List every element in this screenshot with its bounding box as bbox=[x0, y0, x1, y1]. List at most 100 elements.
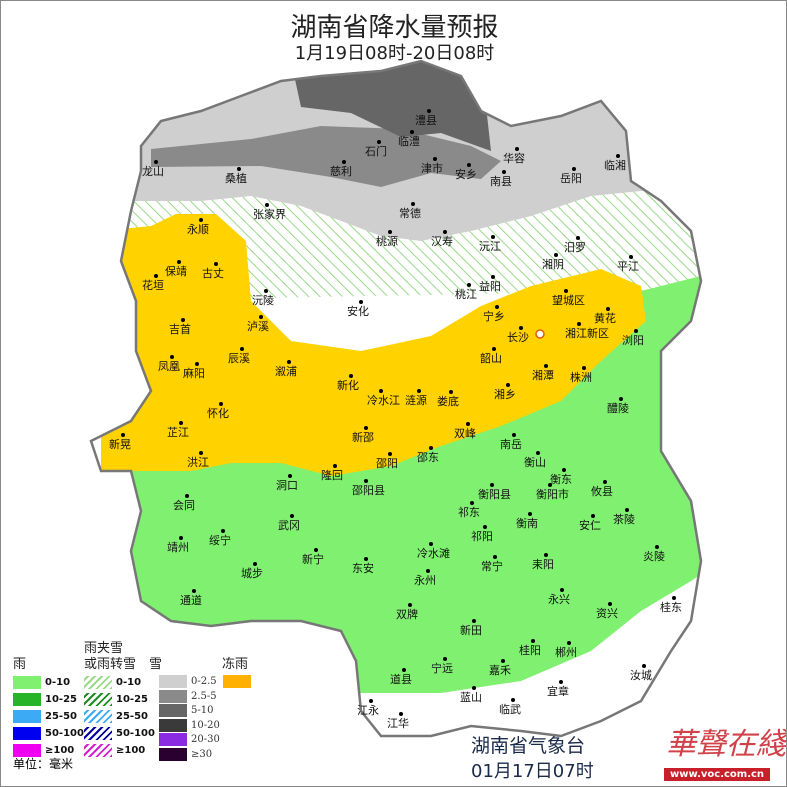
legend-freezing-title: 冻雨 bbox=[222, 657, 249, 672]
city-dot bbox=[562, 468, 566, 472]
city-dot bbox=[359, 300, 363, 304]
city-dot bbox=[349, 374, 353, 378]
city-label: 东安 bbox=[352, 562, 374, 575]
legend-swatch bbox=[159, 733, 187, 746]
legend-swatch bbox=[159, 747, 187, 761]
legend-rain-title: 雨 bbox=[13, 657, 27, 672]
city-label: 吉首 bbox=[169, 323, 191, 336]
city-dot bbox=[411, 202, 415, 206]
city-dot bbox=[495, 305, 499, 309]
city-dot bbox=[544, 553, 548, 557]
city-label: 衡阳市 bbox=[536, 488, 569, 501]
city-dot bbox=[408, 603, 412, 607]
city-label: 湘乡 bbox=[494, 388, 516, 401]
city-label: 茶陵 bbox=[613, 513, 635, 526]
city-label: 邵东 bbox=[417, 451, 439, 464]
city-dot bbox=[493, 555, 497, 559]
city-label: 韶山 bbox=[480, 352, 502, 365]
city-label: 岳阳 bbox=[560, 172, 582, 185]
city-label: 慈利 bbox=[330, 165, 352, 178]
legend-label: 2.5-5 bbox=[191, 690, 217, 702]
city-dot bbox=[253, 562, 257, 566]
city-label: 宜章 bbox=[547, 685, 569, 698]
city-dot bbox=[531, 639, 535, 643]
legend-swatch bbox=[13, 727, 41, 740]
city-dot bbox=[259, 315, 263, 319]
city-dot bbox=[379, 389, 383, 393]
city-label: 龙山 bbox=[142, 165, 164, 178]
city-label: 石门 bbox=[365, 145, 387, 158]
city-dot bbox=[472, 686, 476, 690]
city-label: 古丈 bbox=[202, 267, 224, 280]
city-label: 郴州 bbox=[555, 646, 577, 659]
legend-label: 50-100 bbox=[45, 728, 84, 739]
city-dot bbox=[179, 421, 183, 425]
city-label: 临武 bbox=[499, 703, 521, 716]
city-dot bbox=[364, 479, 368, 483]
city-dot bbox=[512, 433, 516, 437]
city-dot bbox=[364, 557, 368, 561]
city-dot bbox=[492, 347, 496, 351]
city-label: 华容 bbox=[503, 152, 525, 165]
city-dot bbox=[506, 383, 510, 387]
city-label: 长沙 bbox=[507, 331, 529, 344]
city-label: 攸县 bbox=[591, 485, 613, 498]
city-label: 永兴 bbox=[548, 593, 570, 606]
city-label: 通道 bbox=[180, 594, 202, 607]
city-dot bbox=[154, 160, 158, 164]
city-dot bbox=[466, 422, 470, 426]
legend: 雨 雨夹雪 或雨转雪 雪 冻雨 0-10 10-25 25-50 50-100 ≥100… bbox=[9, 641, 299, 776]
snow-5-10-area bbox=[291, 61, 491, 151]
city-label: 双牌 bbox=[396, 608, 418, 621]
city-dot bbox=[369, 699, 373, 703]
city-label: 桃江 bbox=[455, 288, 477, 301]
legend-label: 25-50 bbox=[116, 711, 148, 722]
city-label: 望城区 bbox=[552, 294, 585, 307]
legend-mixed-title-1: 雨夹雪 bbox=[84, 641, 124, 656]
city-label: 桂阳 bbox=[519, 644, 541, 657]
legend-label: ≥100 bbox=[116, 745, 146, 756]
city-label: 耒阳 bbox=[532, 558, 554, 571]
city-label: 武冈 bbox=[278, 519, 300, 532]
city-dot bbox=[472, 619, 476, 623]
city-label: 双峰 bbox=[454, 427, 476, 440]
city-dot bbox=[192, 589, 196, 593]
legend-swatch bbox=[13, 744, 41, 757]
city-label: 湘阴 bbox=[542, 258, 564, 271]
city-dot bbox=[221, 529, 225, 533]
city-label: 新田 bbox=[460, 624, 482, 637]
city-dot bbox=[443, 657, 447, 661]
city-label: 娄底 bbox=[437, 395, 459, 408]
city-dot bbox=[655, 545, 659, 549]
city-dot bbox=[625, 508, 629, 512]
city-dot bbox=[410, 130, 414, 134]
city-label: 隆回 bbox=[321, 469, 343, 482]
city-label: 桑植 bbox=[225, 172, 247, 185]
legend-swatch bbox=[159, 718, 187, 732]
city-dot bbox=[170, 355, 174, 359]
city-dot bbox=[214, 262, 218, 266]
city-label: 洞口 bbox=[276, 479, 298, 492]
city-label: 南县 bbox=[490, 175, 512, 188]
city-label: 衡东 bbox=[550, 473, 572, 486]
city-dot bbox=[433, 157, 437, 161]
city-label: 嘉禾 bbox=[489, 664, 511, 677]
city-dot bbox=[388, 452, 392, 456]
legend-swatch bbox=[84, 744, 112, 757]
city-label: 新宁 bbox=[302, 553, 324, 566]
city-dot bbox=[121, 433, 125, 437]
city-label: 道县 bbox=[390, 673, 412, 686]
city-label: 临澧 bbox=[398, 135, 420, 148]
map-subtitle: 1月19日08时-20日08时 bbox=[294, 43, 495, 64]
legend-snow-title: 雪 bbox=[149, 657, 163, 672]
city-label: 蓝山 bbox=[460, 691, 482, 704]
snow-2.5-5-area bbox=[151, 126, 501, 187]
city-dot bbox=[619, 397, 623, 401]
city-label: 衡山 bbox=[524, 456, 546, 469]
city-dot bbox=[536, 451, 540, 455]
legend-swatch bbox=[159, 704, 187, 717]
legend-label: 10-25 bbox=[45, 694, 77, 705]
legend-label: ≥30 bbox=[191, 748, 213, 760]
freezing-rain-area bbox=[101, 214, 646, 476]
